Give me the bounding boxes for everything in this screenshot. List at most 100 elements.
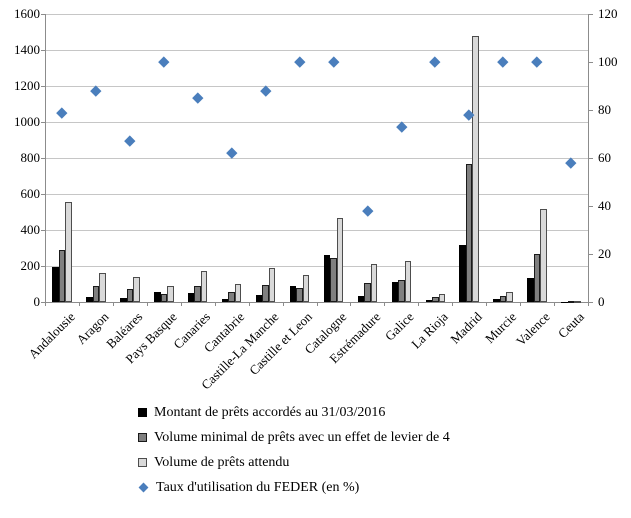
x-axis-tick [418, 302, 420, 306]
x-axis-tick [486, 302, 488, 306]
left-axis-tick [41, 14, 45, 15]
bar [323, 255, 331, 302]
secondary-y-axis-line [588, 14, 589, 306]
y-axis-line [45, 14, 46, 306]
bar [540, 209, 547, 302]
legend-label: Taux d'utilisation du FEDER (en %) [156, 479, 360, 495]
scatter-point-diamond [531, 56, 543, 68]
right-axis-tick [588, 206, 593, 207]
left-axis-tick-label: 600 [20, 186, 41, 201]
bar [336, 218, 344, 302]
gridline [45, 158, 588, 159]
right-axis-tick [588, 158, 593, 159]
bar [567, 301, 575, 304]
legend-item: Volume de prêts attendu [138, 450, 450, 475]
bar [221, 299, 229, 302]
scatter-point-diamond [56, 107, 68, 118]
bar [167, 285, 174, 302]
bar [289, 285, 297, 302]
legend-item: Volume minimal de prêts avec un effet de… [138, 425, 450, 450]
scatter-point-diamond [362, 205, 373, 217]
bar [391, 282, 399, 302]
right-axis-tick [588, 302, 593, 303]
bar [234, 283, 242, 302]
bar [465, 164, 473, 302]
x-axis-tick [384, 302, 386, 306]
left-axis-tick [41, 86, 45, 87]
scatter-point-diamond [395, 121, 407, 133]
left-axis-tick [41, 50, 45, 51]
right-axis-tick-label: 0 [598, 294, 605, 309]
legend-square-icon [138, 433, 147, 442]
gridline [45, 14, 588, 15]
bar [99, 272, 106, 302]
x-axis-tick [452, 302, 454, 306]
gridline [45, 122, 588, 123]
legend-diamond-icon [138, 482, 149, 493]
left-axis-tick-label: 1400 [14, 42, 40, 57]
scatter-point-diamond [192, 92, 204, 104]
scatter-point-diamond [124, 135, 136, 147]
gridline [45, 230, 588, 231]
bar [432, 297, 439, 302]
bar [154, 291, 161, 302]
bar [133, 276, 140, 302]
x-axis-tick [180, 302, 182, 306]
legend-label: Volume minimal de prêts avec un effet de… [154, 429, 450, 445]
bar [262, 284, 269, 302]
x-axis-category-label: Ceuta [554, 309, 587, 342]
x-axis-tick [316, 302, 318, 306]
bar [120, 297, 127, 302]
bar [574, 300, 581, 303]
right-axis-tick-label: 120 [598, 6, 618, 21]
legend-item: Taux d'utilisation du FEDER (en %) [138, 475, 450, 500]
legend-label: Montant de prêts accordés au 31/03/2016 [154, 404, 386, 420]
bar [160, 293, 168, 302]
gridline [45, 86, 588, 87]
scatter-point-diamond [226, 147, 238, 159]
left-axis-tick [41, 230, 45, 231]
bar [86, 296, 93, 302]
bar [493, 298, 500, 302]
bar [364, 282, 371, 302]
legend-square-icon [138, 408, 147, 417]
right-axis-tick-label: 60 [598, 150, 611, 165]
scatter-point-diamond [90, 85, 102, 97]
bar [370, 264, 378, 302]
bar [92, 285, 100, 302]
bar [357, 296, 365, 302]
x-axis-tick [588, 302, 589, 306]
bar [268, 268, 276, 302]
left-axis-tick-label: 400 [20, 222, 41, 237]
bar [330, 257, 337, 302]
scatter-point-diamond [565, 157, 577, 169]
right-axis-tick-label: 100 [598, 54, 618, 69]
scatter-point-diamond [497, 56, 509, 68]
x-axis-category-label: Valence [513, 309, 553, 349]
x-axis-tick [214, 302, 216, 306]
x-axis-tick [112, 302, 114, 306]
bar [58, 249, 66, 302]
scatter-point-diamond [328, 56, 339, 68]
bar [506, 292, 513, 302]
bar [228, 292, 235, 302]
x-axis-category-label: Andalousie [25, 309, 78, 362]
right-axis-tick [588, 110, 593, 111]
left-axis-tick-label: 0 [33, 294, 41, 309]
bar [425, 300, 433, 302]
bar [200, 271, 208, 302]
right-axis-tick [588, 14, 593, 15]
x-axis-tick [45, 302, 46, 306]
right-axis-tick [588, 62, 593, 63]
bar [472, 35, 479, 302]
bar [527, 277, 534, 302]
gridline [45, 194, 588, 195]
bar [438, 293, 446, 302]
x-axis-tick [282, 302, 284, 306]
left-axis-tick-label: 200 [20, 258, 41, 273]
x-axis-category-label: La Rioja [408, 309, 451, 352]
right-axis-tick-label: 80 [598, 102, 611, 117]
left-axis-tick-label: 1000 [14, 114, 40, 129]
bar [302, 274, 310, 302]
bar [533, 254, 541, 302]
